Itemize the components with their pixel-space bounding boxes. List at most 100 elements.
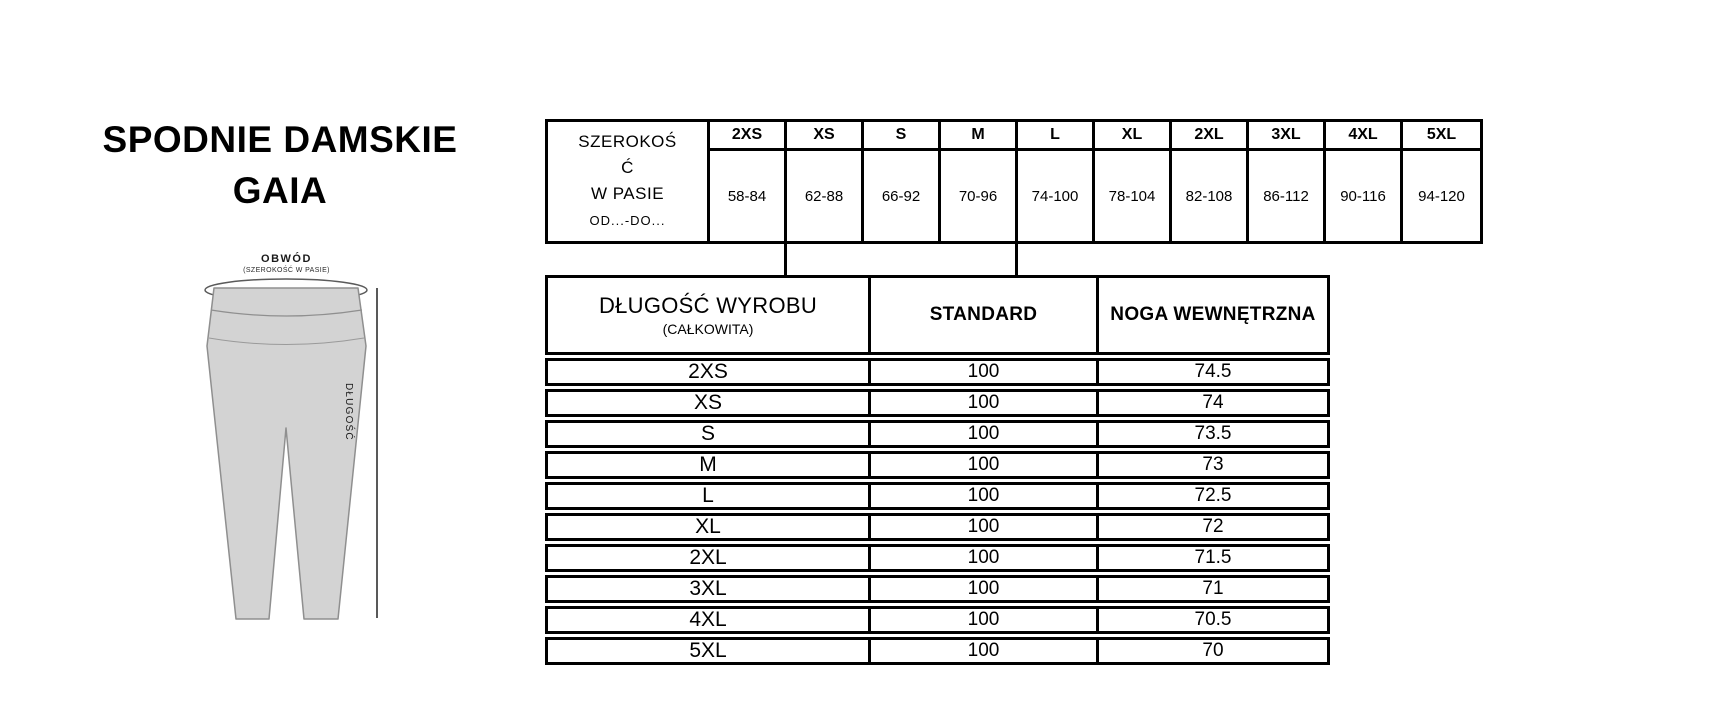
length-table: DŁUGOŚĆ WYROBU (CAŁKOWITA) STANDARD NOGA…: [545, 275, 1330, 665]
size-column: XS 62-88: [787, 122, 864, 241]
row-standard-cell: 100: [871, 578, 1099, 600]
product-length-subtitle: (CAŁKOWITA): [662, 321, 754, 337]
table-row: 2XL 100 71.5: [545, 544, 1330, 572]
size-column: 4XL 90-116: [1326, 122, 1403, 241]
length-table-rows: 2XS 100 74.5 XS 100 74 S 100 73.5 M: [545, 358, 1330, 665]
size-column: 2XL 82-108: [1172, 122, 1249, 241]
row-inner-leg-value: 72: [1202, 516, 1224, 537]
length-table-header: DŁUGOŚĆ WYROBU (CAŁKOWITA) STANDARD NOGA…: [545, 275, 1330, 355]
table-row: 5XL 100 70: [545, 637, 1330, 665]
row-standard-value: 100: [967, 516, 1000, 537]
size-range-value: 94-120: [1418, 187, 1465, 205]
table-row: 2XS 100 74.5: [545, 358, 1330, 386]
row-standard-value: 100: [967, 547, 1000, 568]
size-range-value: 82-108: [1185, 187, 1233, 205]
size-column: L 74-100: [1018, 122, 1095, 241]
size-column: S 66-92: [864, 122, 941, 241]
row-standard-value: 100: [967, 454, 1000, 475]
size-header: XS: [787, 122, 861, 151]
width-header-range: OD...-DO...: [589, 213, 666, 228]
width-header-line1: SZEROKOŚ: [578, 132, 677, 151]
size-range-value: 70-96: [958, 187, 998, 205]
standard-header-cell: STANDARD: [871, 278, 1099, 352]
size-header: XL: [1095, 122, 1169, 151]
waist-circumference-label: OBWÓD: [261, 253, 312, 265]
row-standard-cell: 100: [871, 485, 1099, 507]
row-inner-leg-cell: 71: [1099, 578, 1327, 600]
width-header-line2: Ć: [621, 158, 634, 177]
row-standard-value: 100: [967, 640, 1000, 661]
row-inner-leg-value: 73: [1202, 454, 1224, 475]
standard-title: STANDARD: [929, 304, 1038, 325]
page-title: SPODNIE DAMSKIE GAIA: [50, 114, 510, 216]
row-size-label: 4XL: [689, 608, 727, 631]
length-label: DŁUGOŚĆ: [343, 383, 354, 441]
row-standard-value: 100: [967, 578, 1000, 599]
size-column: XL 78-104: [1095, 122, 1172, 241]
inner-leg-header-cell: NOGA WEWNĘTRZNA: [1099, 278, 1327, 352]
size-header: 2XS: [710, 122, 784, 151]
row-size-label: 2XL: [689, 546, 727, 569]
width-header-line3: W PASIE: [590, 184, 665, 203]
size-range-value: 62-88: [804, 187, 844, 205]
page-title-line2: GAIA: [232, 170, 328, 211]
size-header: 2XL: [1172, 122, 1246, 151]
size-header: 5XL: [1403, 122, 1480, 151]
row-size-cell: 5XL: [548, 639, 871, 662]
row-size-label: L: [702, 484, 714, 507]
size-column: 5XL 94-120: [1403, 122, 1480, 241]
table-row: L 100 72.5: [545, 482, 1330, 510]
row-standard-cell: 100: [871, 423, 1099, 445]
width-table-header-cell: SZEROKOŚ Ć W PASIE OD...-DO...: [548, 122, 710, 241]
row-inner-leg-value: 70: [1202, 640, 1224, 661]
row-inner-leg-value: 71.5: [1194, 547, 1232, 568]
row-size-cell: XS: [548, 391, 871, 414]
row-size-label: 3XL: [689, 577, 727, 600]
table-row: XS 100 74: [545, 389, 1330, 417]
pants-shape: [206, 287, 367, 620]
size-header: 4XL: [1326, 122, 1400, 151]
size-header: L: [1018, 122, 1092, 151]
size-range-value: 86-112: [1263, 187, 1309, 205]
row-size-cell: XL: [548, 515, 871, 538]
row-size-label: M: [699, 453, 717, 476]
row-standard-cell: 100: [871, 640, 1099, 662]
page-title-line1: SPODNIE DAMSKIE: [102, 119, 458, 160]
row-size-cell: 2XL: [548, 546, 871, 569]
size-range-value: 78-104: [1108, 187, 1156, 205]
table-row: XL 100 72: [545, 513, 1330, 541]
row-size-cell: 3XL: [548, 577, 871, 600]
row-inner-leg-cell: 74.5: [1099, 361, 1327, 383]
size-range-value: 66-92: [881, 187, 921, 205]
row-standard-value: 100: [967, 361, 1000, 382]
waistband-seam-line: [210, 309, 363, 317]
row-inner-leg-cell: 73: [1099, 454, 1327, 476]
row-inner-leg-value: 74: [1202, 392, 1224, 413]
row-standard-cell: 100: [871, 454, 1099, 476]
row-standard-cell: 100: [871, 609, 1099, 631]
table-row: 4XL 100 70.5: [545, 606, 1330, 634]
table-row: S 100 73.5: [545, 420, 1330, 448]
width-table: SZEROKOŚ Ć W PASIE OD...-DO... 2XS 58-84…: [545, 119, 1483, 244]
table-row: M 100 73: [545, 451, 1330, 479]
row-standard-value: 100: [967, 423, 1000, 444]
row-standard-value: 100: [967, 485, 1000, 506]
row-size-label: S: [700, 422, 715, 445]
size-column: 2XS 58-84: [710, 122, 787, 241]
product-length-title: DŁUGOŚĆ WYROBU: [598, 293, 818, 318]
row-inner-leg-cell: 74: [1099, 392, 1327, 414]
row-inner-leg-value: 71: [1202, 578, 1224, 599]
row-size-cell: S: [548, 422, 871, 445]
row-size-label: 5XL: [689, 639, 727, 662]
table-connector-right: [1015, 244, 1018, 275]
row-inner-leg-value: 73.5: [1194, 423, 1232, 444]
row-standard-cell: 100: [871, 516, 1099, 538]
size-range-value: 90-116: [1340, 187, 1386, 205]
row-standard-cell: 100: [871, 392, 1099, 414]
row-size-cell: 2XS: [548, 360, 871, 383]
row-size-cell: 4XL: [548, 608, 871, 631]
size-header: 3XL: [1249, 122, 1323, 151]
row-standard-value: 100: [967, 392, 1000, 413]
width-table-size-columns: 2XS 58-84 XS 62-88 S 66-92 M 70-96 L 74-…: [710, 122, 1480, 241]
